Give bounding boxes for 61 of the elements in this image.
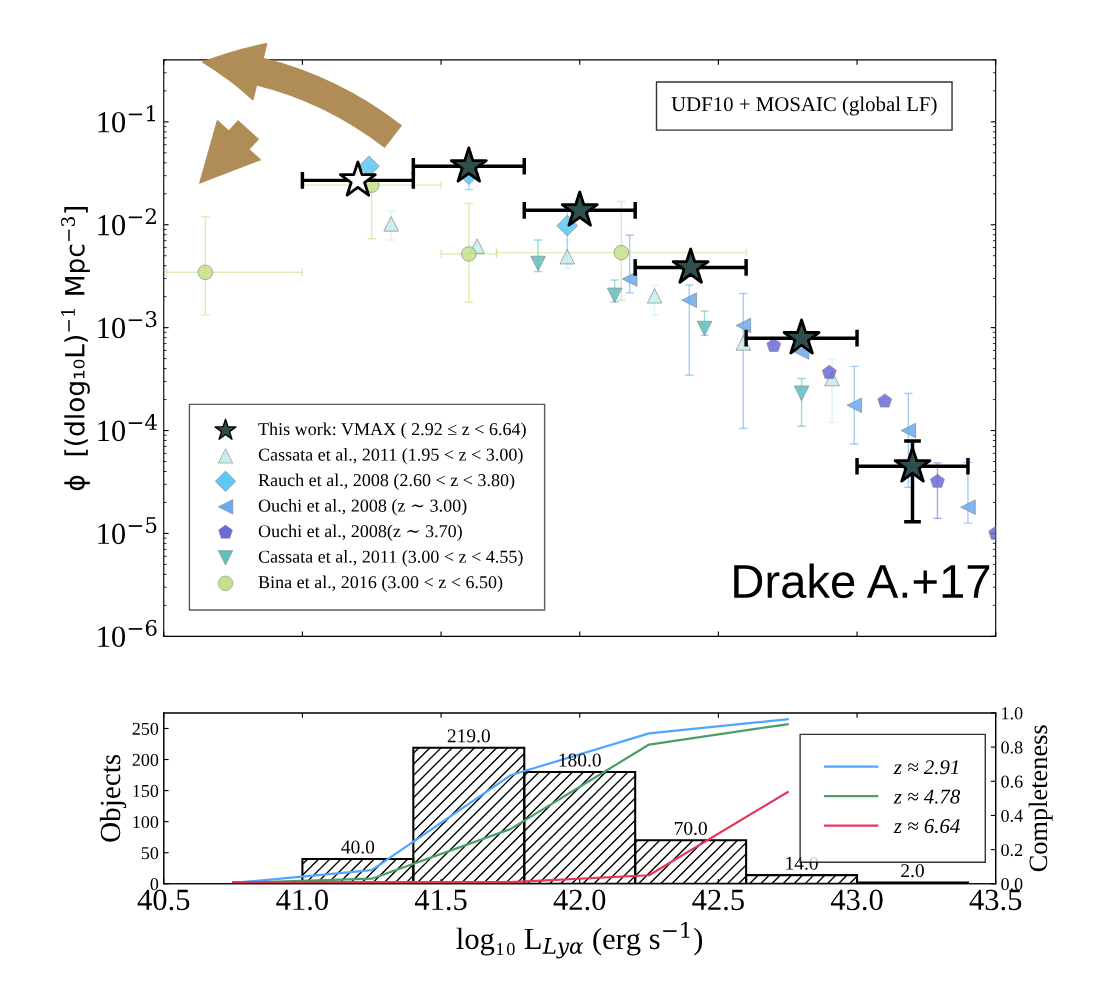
- x-axis-title: log₁₀ L$_{Lyα}$ (erg s$^{−1}$): [456, 921, 703, 959]
- x-tick-label: 41.0: [276, 889, 328, 911]
- point: [681, 292, 697, 308]
- y2-tick-label: 0.2: [1001, 843, 1023, 857]
- y-tick-label: 100: [133, 815, 159, 829]
- x-tick-label: 42.5: [692, 889, 744, 911]
- x-tick-label: 42.0: [553, 889, 606, 911]
- point: [358, 155, 380, 177]
- legend-label: This work: VMAX ( 2.92 ≤ z < 6.64): [258, 422, 526, 439]
- y-tick-label: 10$^{−4}$: [98, 413, 157, 442]
- y-tick-label: 10$^{−6}$: [98, 619, 157, 648]
- point: [530, 255, 546, 272]
- point: [960, 499, 976, 515]
- y2-tick-label: 0.4: [1001, 809, 1023, 822]
- legend-label: Cassata et al., 2011 (3.00 < z < 4.55): [258, 550, 523, 567]
- y-tick-label: 10$^{−1}$: [98, 105, 155, 133]
- y-tick-label: 200: [132, 753, 159, 766]
- data-label: 2.0: [901, 864, 924, 878]
- y-axis-title: ϕ [(dlog₁₀L)$^{−1}$ Mpc$^{−3}$]: [61, 207, 90, 491]
- x-tick-label: 43.5: [969, 889, 1022, 911]
- x-tick-label: 41.5: [414, 889, 467, 911]
- data-label: 70.0: [674, 821, 707, 836]
- y-tick-label: 250: [132, 722, 159, 735]
- y2-tick-label: 0.8: [1001, 741, 1023, 754]
- legend-label: Rauch et al., 2008 (2.60 < z < 3.80): [258, 473, 515, 490]
- y-tick-label: 0: [150, 878, 159, 891]
- x-tick-label: 40.5: [137, 889, 190, 911]
- data-label: 14.0: [786, 856, 818, 870]
- point: [556, 214, 578, 237]
- y2-tick-label: 0.6: [1001, 775, 1023, 788]
- point: [735, 317, 752, 334]
- point: [900, 422, 917, 439]
- y2-tick-label: 0.0: [1001, 878, 1023, 891]
- legend-label: Bina et al., 2016 (3.00 < z < 6.50): [258, 575, 503, 592]
- legend-label: z ≈ 2.91: [893, 760, 959, 775]
- y2-axis-title: Completeness: [1028, 725, 1053, 872]
- point: [846, 397, 862, 413]
- legend-label: Cassata et al., 2011 (1.95 < z < 3.00): [258, 448, 523, 465]
- x-tick-label: 43.0: [830, 889, 883, 911]
- point: [559, 248, 575, 265]
- y-tick-label: 10$^{−5}$: [98, 517, 157, 545]
- point: [793, 385, 810, 402]
- legend-label: Ouchi et al., 2008 (z ∼ 3.00): [258, 499, 467, 516]
- y-tick-label: 10$^{−2}$: [98, 208, 156, 236]
- point: [696, 320, 713, 337]
- data-label: 219.0: [447, 729, 490, 743]
- legend-label: Ouchi et al., 2008(z ∼ 3.70): [258, 524, 462, 541]
- data-label: 180.0: [559, 753, 601, 767]
- y2-tick-label: 1.0: [1002, 707, 1023, 720]
- y-tick-label: 150: [133, 784, 159, 798]
- legend-label: z ≈ 4.78: [893, 789, 961, 804]
- data-label: 40.0: [341, 840, 375, 854]
- y-tick-label: 50: [141, 846, 159, 860]
- point: [383, 216, 399, 232]
- y-tick-label: 10$^{−3}$: [98, 311, 157, 339]
- annotation: Drake A.+17: [734, 563, 990, 599]
- point: [606, 287, 623, 304]
- point: [646, 288, 663, 304]
- annotation: UDF10 + MOSAIC (global LF): [671, 96, 937, 116]
- legend-label: z ≈ 6.64: [893, 819, 960, 834]
- y-axis-title: Objects: [99, 754, 127, 842]
